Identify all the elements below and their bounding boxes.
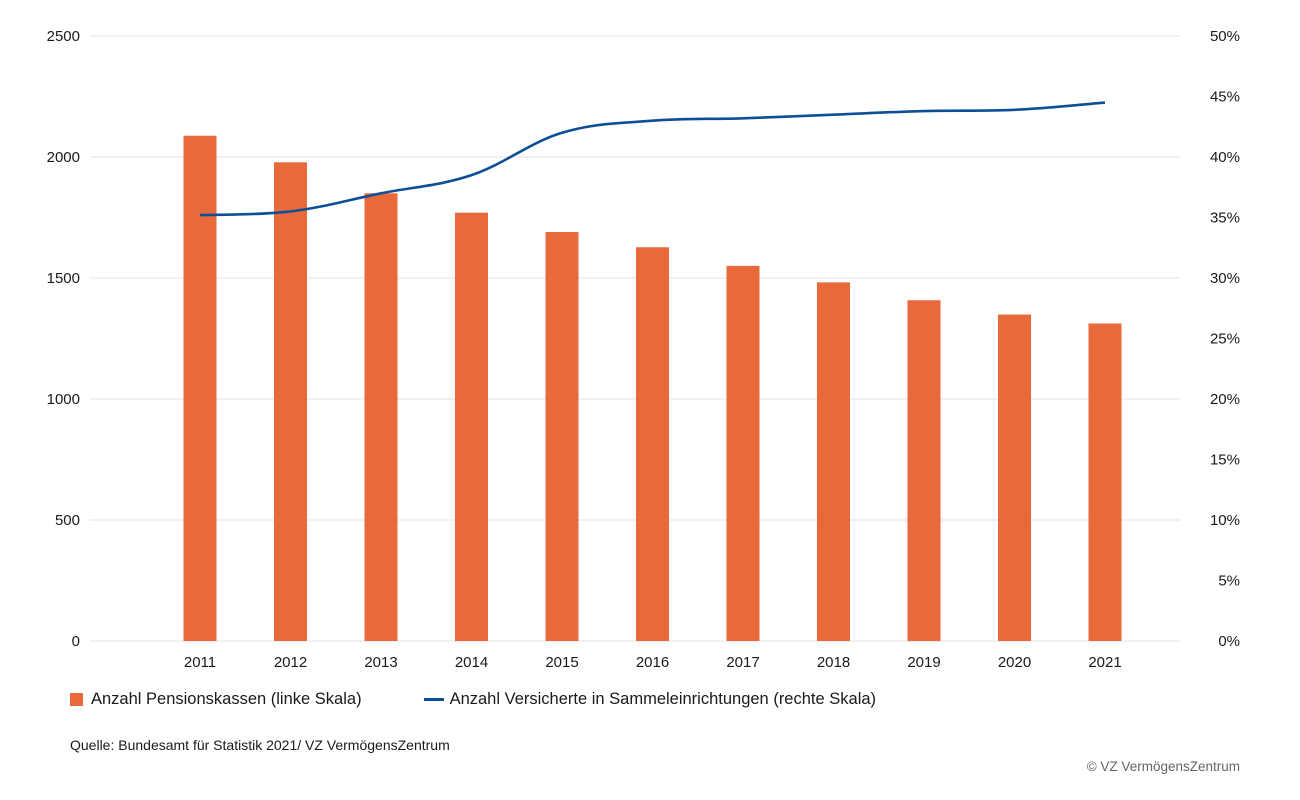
legend-line-label: Anzahl Versicherte in Sammeleinrichtunge…: [449, 690, 877, 708]
x-tick-label: 2021: [1088, 654, 1121, 671]
y-left-tick-label: 2000: [47, 149, 80, 166]
y-right-tick-label: 30%: [1210, 270, 1240, 287]
y-right-tick-label: 25%: [1210, 331, 1240, 348]
y-right-tick-label: 20%: [1210, 391, 1240, 408]
y-right-tick-label: 50%: [1210, 28, 1240, 45]
y-right-tick-label: 10%: [1210, 512, 1240, 529]
bar: [455, 212, 488, 641]
y-left-tick-label: 1000: [47, 391, 80, 408]
x-tick-label: 2011: [184, 654, 216, 671]
copyright-note: © VZ VermögensZentrum: [1086, 759, 1240, 774]
bar: [545, 232, 579, 641]
bar-series: [183, 135, 1122, 642]
bar: [998, 314, 1031, 641]
y-right-tick-label: 5%: [1218, 573, 1240, 590]
x-tick-label: 2015: [545, 654, 578, 671]
y-right-tick-label: 45%: [1210, 89, 1240, 106]
legend-bar-swatch: [70, 693, 83, 706]
y-left-tick-label: 500: [55, 512, 80, 529]
bar: [817, 282, 850, 641]
right-axis-ticks: 0% 5% 10% 15% 20% 25% 30% 35% 40% 45% 50%: [1210, 28, 1240, 650]
x-tick-label: 2018: [817, 654, 850, 671]
y-right-tick-label: 15%: [1210, 452, 1240, 469]
y-left-tick-label: 2500: [47, 28, 80, 45]
left-axis-ticks: 0 500 1000 1500 2000 2500: [47, 28, 80, 650]
x-tick-label: 2020: [998, 654, 1031, 671]
legend: Anzahl Pensionskassen (linke Skala) Anza…: [70, 690, 938, 709]
bar: [907, 300, 941, 641]
legend-item-bars: Anzahl Pensionskassen (linke Skala): [70, 690, 362, 709]
bar: [1088, 323, 1122, 641]
x-tick-label: 2013: [364, 654, 397, 671]
source-note: Quelle: Bundesamt für Statistik 2021/ VZ…: [70, 737, 450, 753]
x-tick-label: 2016: [636, 654, 669, 671]
y-right-tick-label: 40%: [1210, 149, 1240, 166]
x-axis-ticks: 2011 2012 2013 2014 2015 2016 2017 2018 2019 2020…: [184, 654, 1122, 671]
bar: [274, 162, 307, 641]
y-left-tick-label: 1500: [47, 270, 80, 287]
bar: [183, 135, 217, 642]
x-tick-label: 2012: [274, 654, 307, 671]
y-right-tick-label: 35%: [1210, 210, 1240, 227]
y-left-tick-label: 0: [72, 633, 80, 650]
legend-item-line: Anzahl Versicherte in Sammeleinrichtunge…: [423, 690, 877, 709]
y-right-tick-label: 0%: [1218, 633, 1240, 650]
legend-bars-label: Anzahl Pensionskassen (linke Skala): [91, 690, 362, 708]
line-path: [199, 101, 1106, 217]
bar: [636, 247, 669, 642]
bar: [726, 265, 760, 641]
bar: [364, 193, 398, 642]
x-tick-label: 2014: [455, 654, 488, 671]
x-tick-label: 2017: [726, 654, 759, 671]
legend-line-swatch: [423, 698, 444, 701]
x-tick-label: 2019: [907, 654, 940, 671]
line-series: [199, 101, 1106, 217]
